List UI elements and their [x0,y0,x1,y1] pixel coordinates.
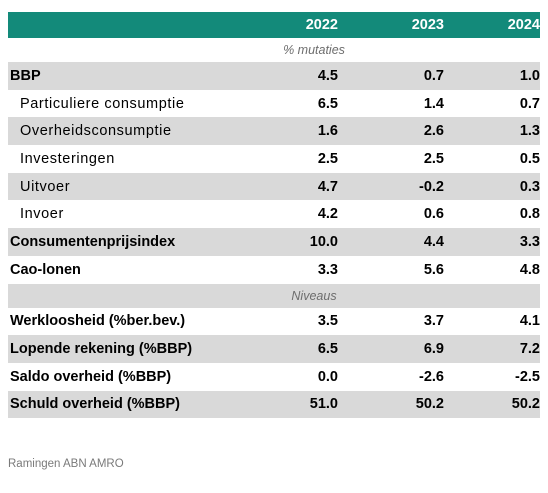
value-2023: 50.2 [415,396,444,413]
value-2023: -2.6 [419,368,444,385]
table-row: Cao-lonen 3.3 5.6 4.8 [8,256,540,284]
value-2023: 0.6 [423,206,444,223]
value-2022: 2.5 [317,150,338,167]
value-2022: 3.3 [317,261,338,278]
row-label: BBP [10,67,41,84]
value-2023: 2.5 [423,150,444,167]
value-2024: 0.7 [519,95,540,112]
row-label: Investeringen [20,150,115,167]
value-2023: 3.7 [423,313,444,330]
section-niveaus: Niveaus [8,283,540,308]
row-label: Werkloosheid (%ber.bev.) [10,313,186,330]
value-2022: 4.5 [317,67,338,84]
value-2024: -2.5 [515,368,540,385]
value-2024: 50.2 [511,396,540,413]
row-label: Overheidsconsumptie [20,123,172,140]
value-2023: 5.6 [423,261,444,278]
header-year-2024: 2024 [507,17,540,33]
section-niveaus-label: Niveaus [291,288,337,303]
table-row: Saldo overheid (%BBP) 0.0 -2.6 -2.5 [8,363,540,391]
table-row: Investeringen 2.5 2.5 0.5 [8,145,540,173]
value-2023: 2.6 [423,123,444,140]
value-2024: 4.1 [519,313,540,330]
value-2022: 1.6 [317,123,338,140]
table-row: Particuliere consumptie 6.5 1.4 0.7 [8,90,540,118]
value-2022: 51.0 [309,396,338,413]
value-2022: 4.2 [317,206,338,223]
header-year-2023: 2023 [411,17,444,33]
value-2024: 1.3 [519,123,540,140]
table-row: Schuld overheid (%BBP) 51.0 50.2 50.2 [8,390,540,419]
value-2022: 6.5 [317,341,338,358]
value-2022: 3.5 [317,313,338,330]
row-label: Cao-lonen [10,261,81,278]
value-2022: 4.7 [317,178,338,195]
value-2024: 7.2 [519,341,540,358]
table-row: Werkloosheid (%ber.bev.) 3.5 3.7 4.1 [8,308,540,336]
value-2022: 6.5 [317,95,338,112]
row-label: Consumentenprijsindex [10,233,176,250]
value-2024: 0.8 [519,206,540,223]
table-row: Uitvoer 4.7 -0.2 0.3 [8,172,540,201]
row-label: Saldo overheid (%BBP) [10,368,172,385]
rows-mutaties: BBP 4.5 0.7 1.0 Particuliere consumptie 6.5 1.… [8,62,540,284]
row-label: Particuliere consumptie [20,95,185,112]
row-label: Invoer [20,206,64,223]
header-year-2022: 2022 [305,17,338,33]
value-2023: 4.4 [423,233,444,250]
table-row: Consumentenprijsindex 10.0 4.4 3.3 [8,228,540,256]
source-note: Ramingen ABN AMRO [8,458,124,470]
value-2022: 10.0 [309,233,338,250]
table-row: Overheidsconsumptie 1.6 2.6 1.3 [8,117,540,146]
value-2023: -0.2 [419,178,444,195]
table-row: Invoer 4.2 0.6 0.8 [8,200,540,228]
rows-niveaus: Werkloosheid (%ber.bev.) 3.5 3.7 4.1 Lopende… [8,308,540,419]
value-2023: 0.7 [423,67,444,84]
forecast-table: 2022 2023 2024 % mutaties BBP 4.5 0.7 1.0 Pa… [8,12,540,419]
table-row: BBP 4.5 0.7 1.0 [8,62,540,90]
section-mutaties: % mutaties [8,38,540,62]
value-2024: 1.0 [519,67,540,84]
row-label: Lopende rekening (%BBP) [10,341,193,358]
section-mutaties-label: % mutaties [283,43,345,57]
value-2024: 0.3 [519,178,540,195]
value-2024: 0.5 [519,150,540,167]
value-2023: 6.9 [423,341,444,358]
value-2024: 3.3 [519,233,540,250]
table-header: 2022 2023 2024 [8,12,540,38]
table-row: Lopende rekening (%BBP) 6.5 6.9 7.2 [8,335,540,363]
row-label: Schuld overheid (%BBP) [10,396,180,413]
value-2022: 0.0 [317,368,338,385]
value-2023: 1.4 [423,95,444,112]
value-2024: 4.8 [519,261,540,278]
row-label: Uitvoer [20,178,71,195]
